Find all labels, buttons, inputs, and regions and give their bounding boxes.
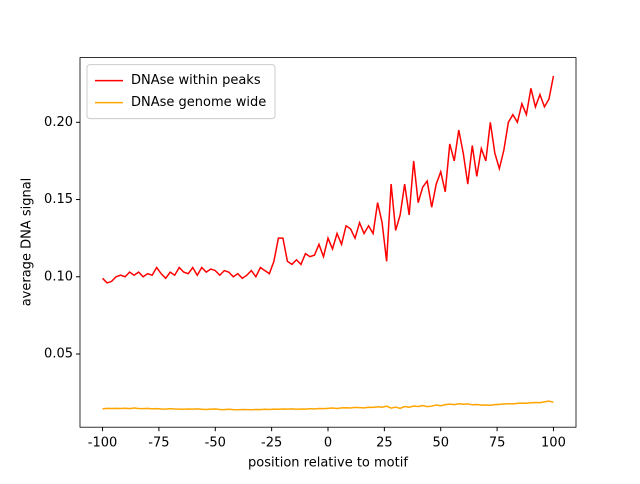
line-series <box>102 400 554 411</box>
x-tick-label: 50 <box>432 436 449 451</box>
x-tick-label: 75 <box>489 436 506 451</box>
legend-label: DNAse genome wide <box>131 95 266 110</box>
y-axis-label: average DNA signal <box>20 178 35 307</box>
y-tick-label: 0.10 <box>44 269 73 284</box>
line-series <box>102 75 555 284</box>
x-tick-label: 25 <box>376 436 393 451</box>
x-tick-label: 0 <box>324 436 332 451</box>
x-tick-label: -100 <box>88 436 118 451</box>
x-tick-label: -75 <box>148 436 169 451</box>
x-tick-label: -25 <box>261 436 282 451</box>
y-tick-label: 0.15 <box>44 192 73 207</box>
y-tick-label: 0.20 <box>44 115 73 130</box>
y-tick-label: 0.05 <box>44 346 73 361</box>
plot-frame <box>79 57 577 428</box>
x-axis-label: position relative to motif <box>248 456 408 471</box>
x-tick-label: 100 <box>541 436 566 451</box>
x-tick-label: -50 <box>205 436 226 451</box>
legend-box <box>86 64 276 120</box>
legend-label: DNAse within peaks <box>131 73 261 88</box>
